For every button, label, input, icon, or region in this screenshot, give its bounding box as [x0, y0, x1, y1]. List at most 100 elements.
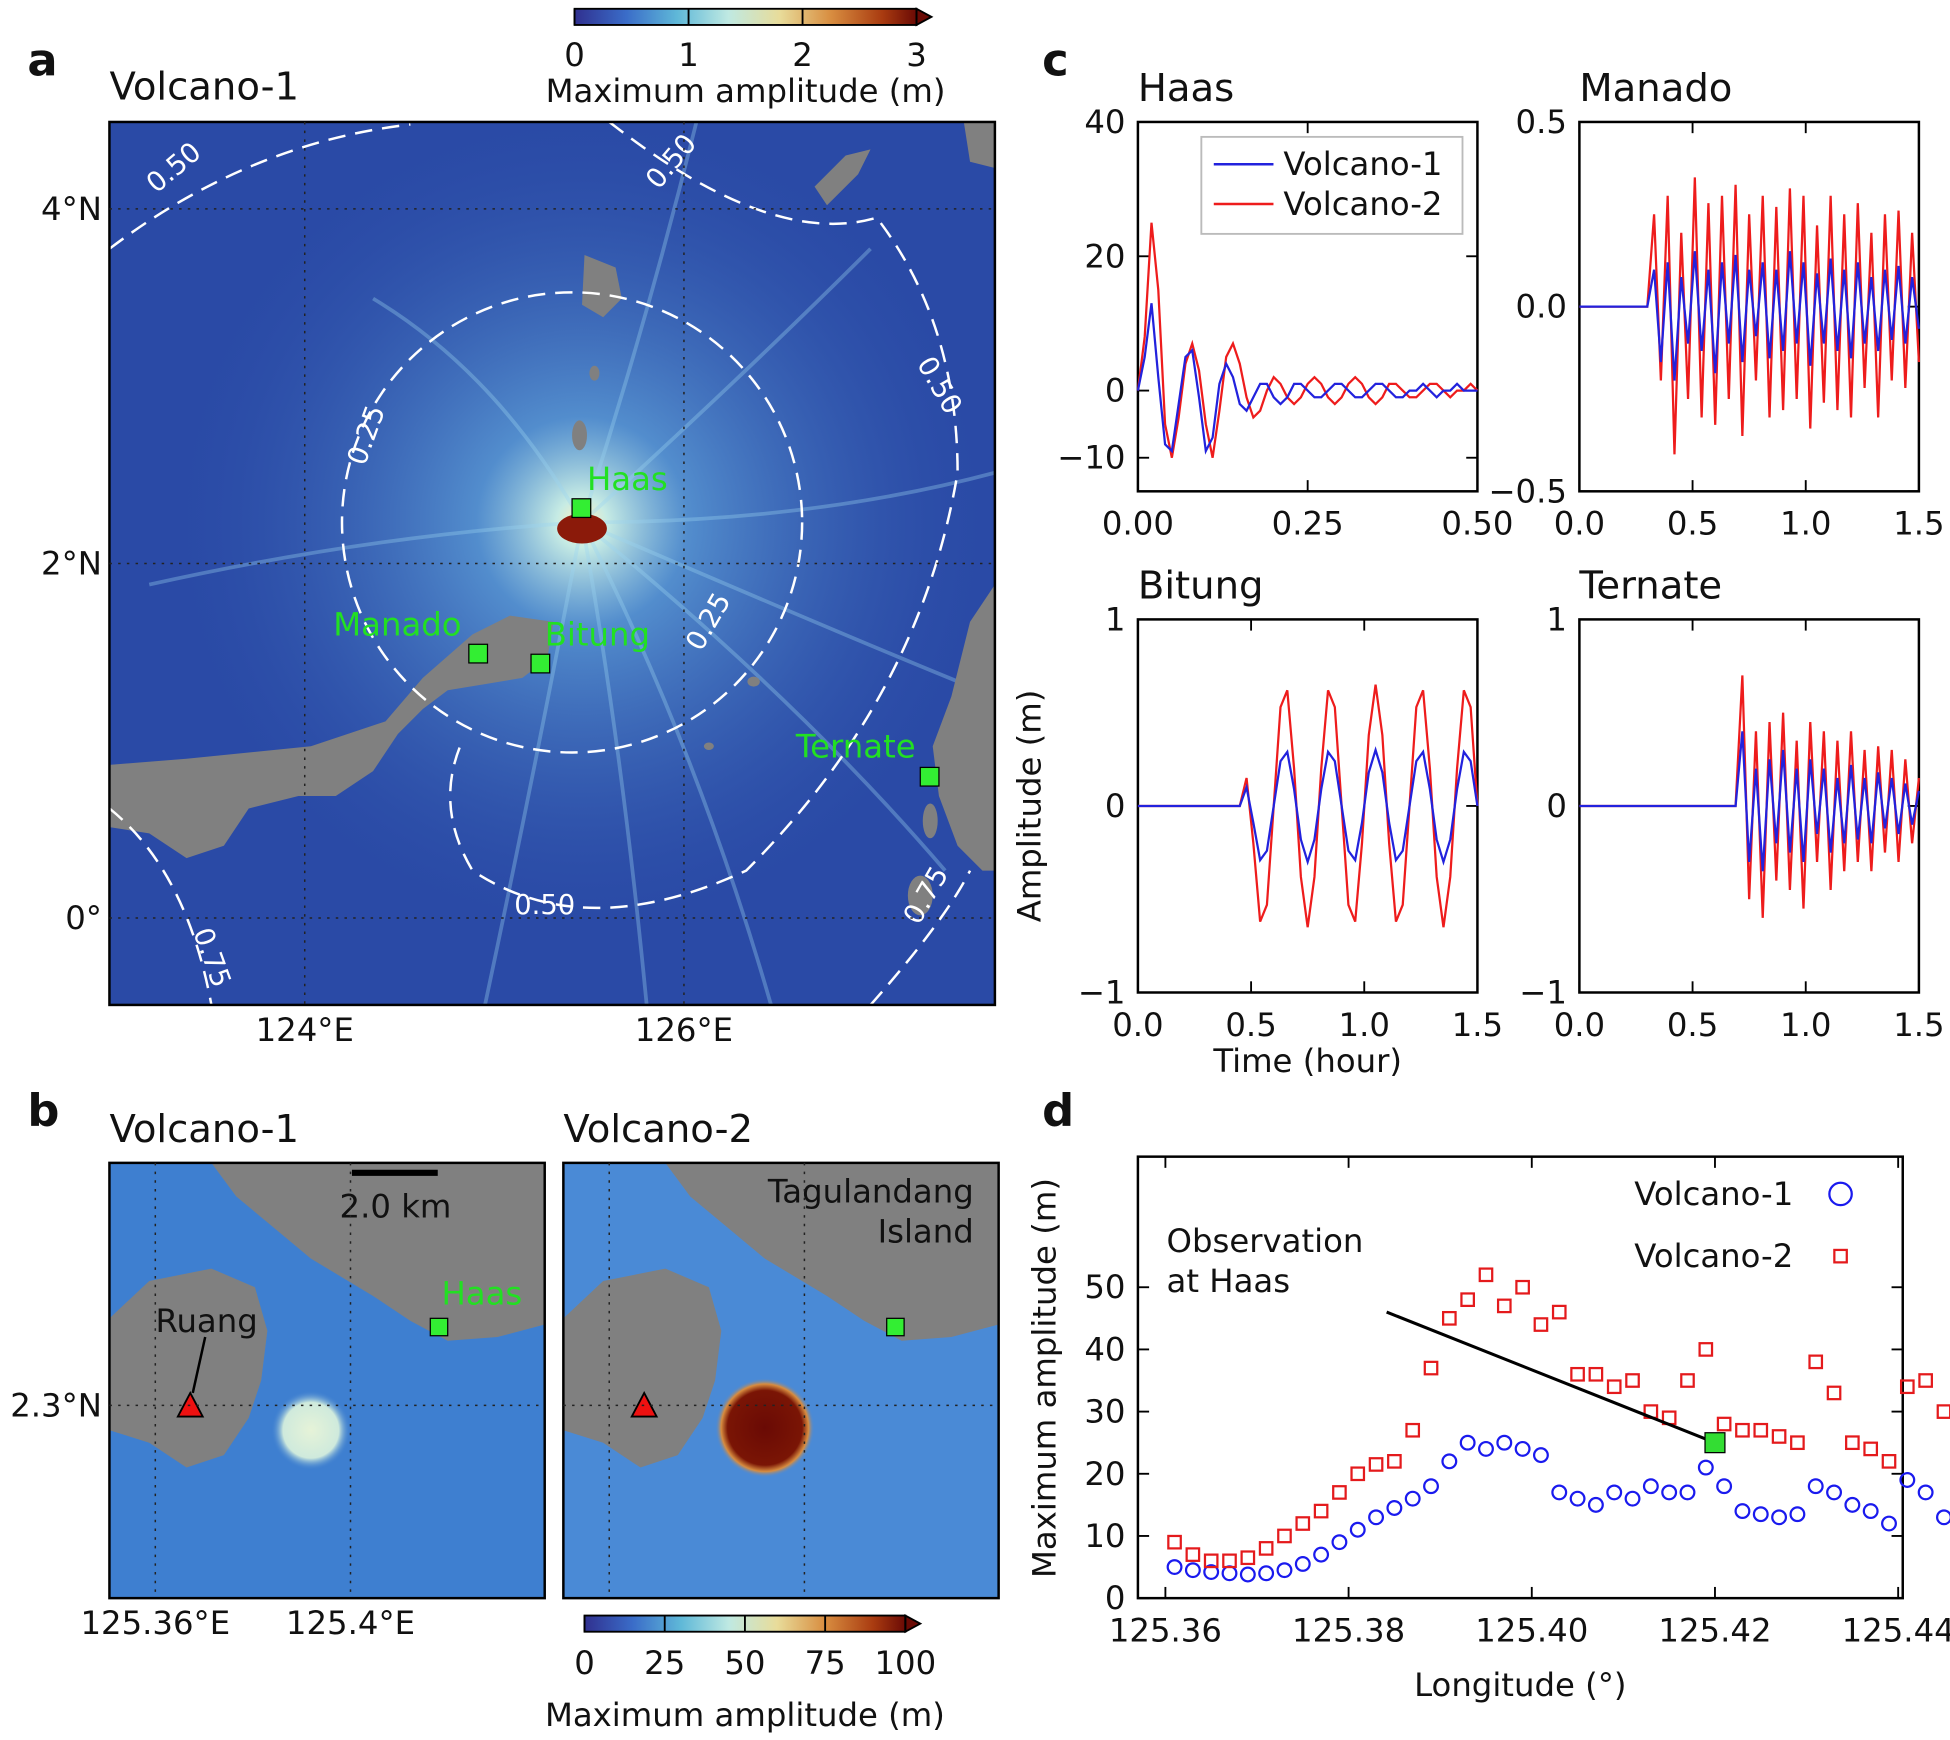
plot-area [1136, 1155, 1904, 1600]
scatter-point [1514, 1440, 1531, 1457]
scatter-point [1295, 1516, 1311, 1531]
colorbar-tick-label: 100 [874, 1644, 936, 1682]
legend-label: Volcano-2 [1634, 1237, 1793, 1275]
scatter-point [1844, 1496, 1861, 1513]
scatter-point [1203, 1553, 1219, 1569]
scatter-point [1276, 1562, 1293, 1579]
colorbar-tick-label: 2 [792, 36, 813, 74]
y-tick-label: 2.3°N [10, 1386, 102, 1424]
colorbar-label: Maximum amplitude (m) [546, 72, 946, 110]
colorbar-tick-label: 25 [644, 1644, 685, 1682]
legend-box [1200, 135, 1464, 235]
chart-title: Bitung [1138, 563, 1264, 608]
scatter-point [1368, 1457, 1384, 1472]
observation-marker [1704, 1432, 1726, 1454]
x-tick-label: 125.38 [1292, 1611, 1405, 1649]
x-tick-label: 0.5 [1667, 505, 1718, 543]
scatter-point [1881, 1454, 1897, 1469]
y-tick-label: −1 [1519, 973, 1567, 1011]
series-line [1579, 731, 1921, 872]
scatter-point [1350, 1466, 1366, 1482]
scatter-point [1625, 1373, 1640, 1388]
scatter-point [1606, 1379, 1622, 1395]
scatter-point [1442, 1310, 1457, 1326]
legend-label: Volcano-2 [1283, 185, 1442, 223]
scatter-point [1222, 1553, 1237, 1569]
y-axis-label: Amplitude (m) [1011, 690, 1049, 923]
scatter-point [1771, 1429, 1787, 1444]
y-axis-label: Maximum amplitude (m) [1026, 1178, 1064, 1578]
scatter-point [1203, 1564, 1220, 1580]
x-tick-label: 0.25 [1272, 505, 1344, 543]
scatter-point [1184, 1562, 1201, 1579]
scatter-point [1441, 1453, 1458, 1470]
scatter-point [1936, 1404, 1950, 1419]
scatter-point [1349, 1521, 1366, 1538]
station-marker [429, 1317, 449, 1337]
x-axis-label: Longitude (°) [1414, 1666, 1626, 1704]
y-tick-label: 1 [1546, 600, 1567, 638]
scatter-point [1386, 1500, 1403, 1516]
y-tick-label: 0 [1105, 787, 1126, 825]
scatter-point [1917, 1484, 1934, 1501]
y-tick-label: 0.0 [1516, 288, 1567, 326]
map-b2 [563, 1162, 999, 1599]
station-label: Haas [587, 460, 668, 498]
volcano-label: Ruang [155, 1302, 257, 1340]
scatter-point [1478, 1267, 1494, 1283]
scatter-point [1679, 1484, 1696, 1501]
series-line [1137, 746, 1479, 866]
scatter-point [1735, 1422, 1750, 1438]
colorbar-tick-label: 0 [574, 1644, 595, 1682]
scatter-point [1826, 1484, 1843, 1501]
scatter-point [1313, 1503, 1329, 1519]
scatter-point [1863, 1441, 1879, 1457]
y-tick-label: 0 [1105, 1579, 1126, 1617]
x-tick-label: 125.44 [1842, 1611, 1950, 1649]
x-tick-label: 0.0 [1554, 505, 1605, 543]
station-label: Haas [441, 1274, 522, 1312]
x-tick-label: 125.40 [1475, 1611, 1588, 1649]
scatter-point [1239, 1566, 1256, 1583]
panel-label: b [27, 1084, 59, 1137]
y-tick-label: 0° [65, 899, 102, 937]
x-tick-label: 125.36°E [80, 1604, 230, 1642]
scatter-point [1881, 1515, 1897, 1532]
x-tick-label: 0.5 [1225, 1006, 1276, 1044]
scatter-point [1753, 1422, 1769, 1438]
scatter-point [1734, 1503, 1751, 1520]
scatter-point [1496, 1298, 1512, 1314]
x-tick-label: 125.36 [1109, 1611, 1222, 1649]
scatter-point [1551, 1484, 1568, 1501]
scatter-point [1918, 1373, 1933, 1388]
scatter-point [1277, 1528, 1292, 1544]
scatter-point [1258, 1541, 1274, 1556]
scatter-point [1588, 1366, 1604, 1382]
x-tick-label: 124°E [256, 1011, 354, 1049]
map-title: Volcano-1 [109, 1107, 299, 1152]
scatter-point [1771, 1509, 1788, 1526]
scatter-point [1294, 1555, 1311, 1572]
map-title: Volcano-1 [109, 65, 299, 110]
y-tick-label: 10 [1084, 1517, 1125, 1555]
scatter-point [1185, 1547, 1201, 1562]
scatter-point [1808, 1354, 1824, 1370]
scatter-point [1642, 1478, 1659, 1495]
scatter-point [1807, 1478, 1824, 1495]
legend-label: Volcano-1 [1283, 145, 1442, 183]
y-tick-label: 30 [1084, 1393, 1125, 1431]
y-tick-label: −0.5 [1488, 472, 1567, 510]
scatter-point [1845, 1435, 1860, 1451]
scatter-point [1368, 1509, 1385, 1526]
scatter-point [1661, 1484, 1678, 1501]
station-label: Ternate [795, 727, 916, 765]
legend-marker [1828, 1181, 1853, 1207]
scatter-point [1533, 1317, 1549, 1332]
scatter-point [1790, 1435, 1805, 1451]
x-tick-label: 1.5 [1893, 1006, 1944, 1044]
scatter-point [1716, 1416, 1732, 1432]
chart-title: Haas [1138, 66, 1234, 111]
scatter-point [1423, 1478, 1439, 1495]
scatter-point [1496, 1434, 1513, 1451]
scatter-point [1166, 1559, 1183, 1576]
